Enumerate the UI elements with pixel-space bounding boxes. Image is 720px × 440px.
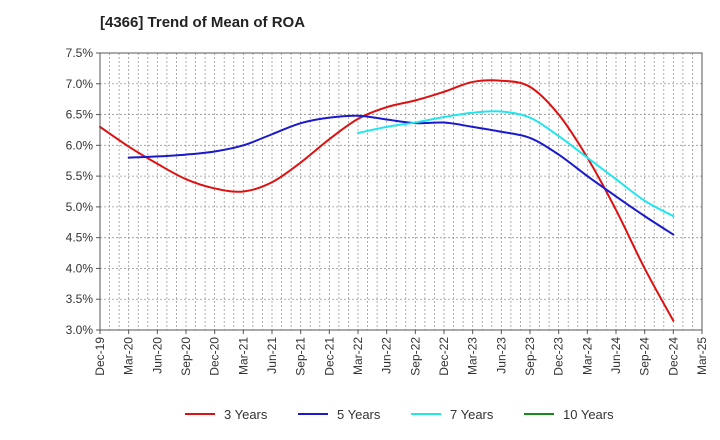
x-tick-label: Jun-23 (494, 337, 508, 374)
x-axis: Dec-19 Mar-20 Jun-20 Sep-20 Dec-20 Mar-21 Jun-… (93, 330, 709, 376)
grid-lines (100, 52, 702, 331)
x-tick-label: Sep-20 (179, 337, 193, 376)
x-tick-label: Dec-20 (208, 337, 222, 376)
x-tick-label: Mar-25 (695, 337, 709, 375)
x-tick-label: Sep-22 (408, 337, 422, 376)
x-tick-label: Dec-22 (437, 337, 451, 376)
x-tick-label: Sep-23 (523, 337, 537, 376)
x-tick-label: Dec-24 (666, 337, 680, 376)
x-tick-label: Dec-21 (322, 337, 336, 376)
y-axis: 3.0% 3.5% 4.0% 4.5% 5.0% 5.5% 6.0% 6.5% 7.0% 7.5% (66, 46, 100, 337)
y-tick-label: 6.0% (66, 138, 94, 152)
y-tick-label: 6.5% (66, 108, 94, 122)
x-tick-label: Jun-22 (380, 337, 394, 374)
x-tick-label: Sep-24 (638, 337, 652, 376)
legend-label: 5 Years (337, 407, 381, 422)
x-tick-label: Mar-21 (236, 337, 250, 375)
x-tick-label: Jun-20 (150, 337, 164, 374)
legend: 3 Years 5 Years 7 Years 10 Years (185, 407, 614, 422)
x-tick-label: Jun-24 (609, 337, 623, 374)
y-tick-label: 3.0% (66, 323, 94, 337)
series-line-7-years (357, 110, 675, 218)
y-tick-label: 5.5% (66, 169, 94, 183)
chart-title: [4366] Trend of Mean of ROA (100, 14, 305, 31)
series-line-5-years (127, 114, 675, 236)
y-tick-label: 5.0% (66, 200, 94, 214)
plot-border (99, 52, 703, 331)
y-tick-label: 3.5% (66, 292, 94, 306)
series-lines (99, 79, 675, 322)
y-tick-label: 7.5% (66, 46, 94, 60)
x-tick-label: Mar-24 (580, 337, 594, 375)
x-tick-label: Mar-22 (351, 337, 365, 375)
series-line-3-years (99, 79, 675, 322)
y-tick-label: 7.0% (66, 77, 94, 91)
x-tick-label: Mar-20 (122, 337, 136, 375)
x-tick-label: Dec-19 (93, 337, 107, 376)
y-tick-label: 4.5% (66, 231, 94, 245)
legend-label: 10 Years (563, 407, 614, 422)
plot-frame (99, 52, 703, 331)
y-tick-label: 4.0% (66, 261, 94, 275)
x-tick-label: Mar-23 (466, 337, 480, 375)
legend-label: 3 Years (224, 407, 268, 422)
legend-label: 7 Years (450, 407, 494, 422)
x-tick-label: Sep-21 (294, 337, 308, 376)
x-tick-label: Jun-21 (265, 337, 279, 374)
x-tick-label: Dec-23 (552, 337, 566, 376)
